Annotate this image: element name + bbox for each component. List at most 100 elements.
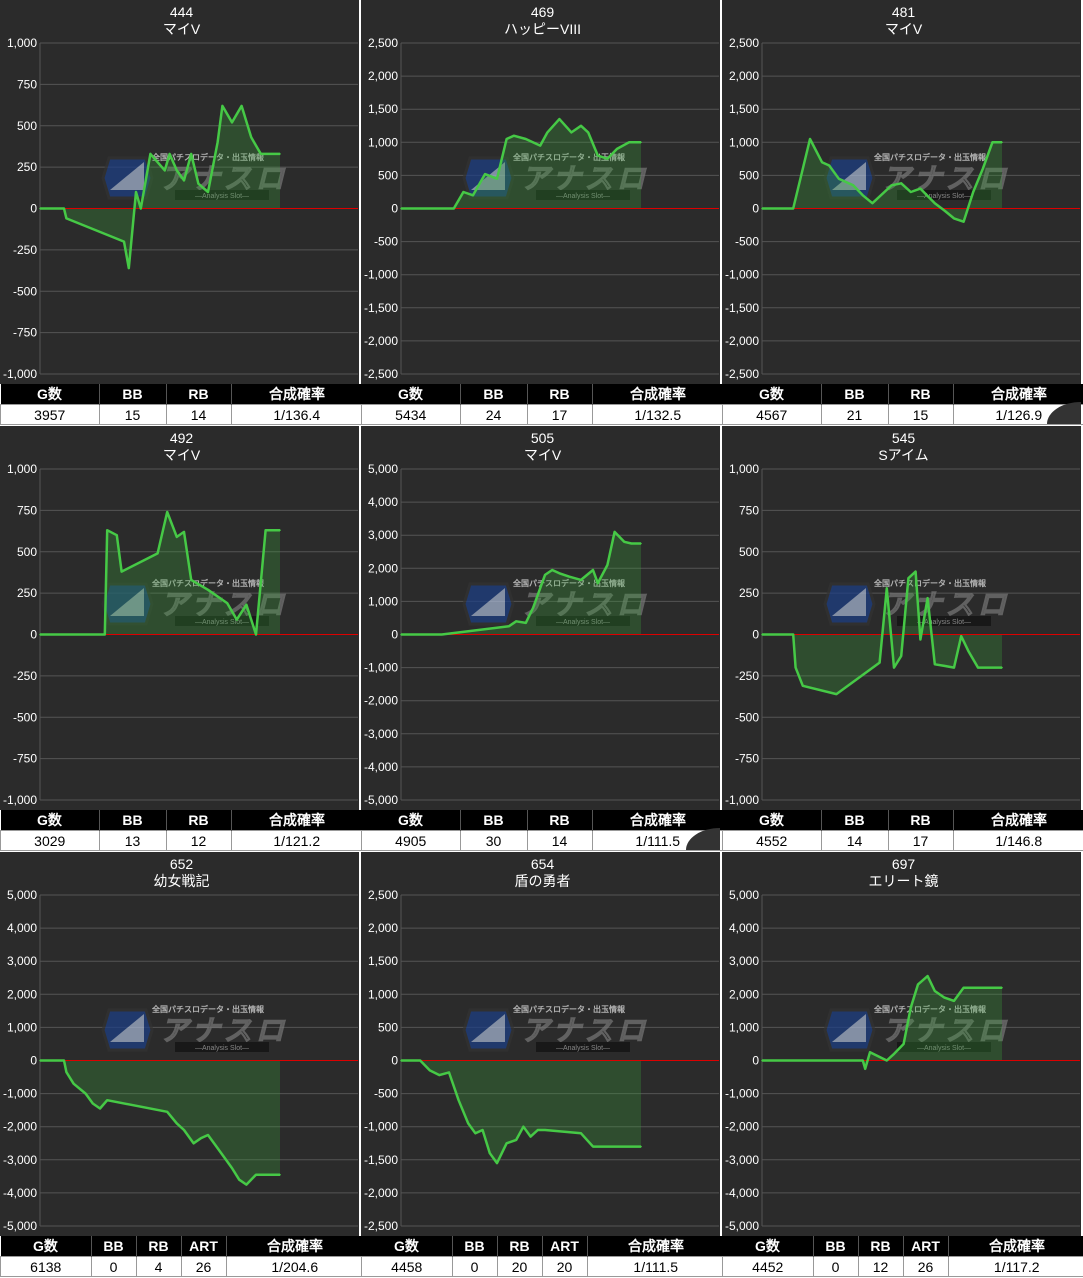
watermark-logo-text: アナスロ bbox=[521, 1015, 648, 1046]
y-tick-label: -1,000 bbox=[364, 1120, 398, 1134]
chart-panel: 481 マイV 2,500 2,000 1,500 1,000 500 0 -500 -1,000… bbox=[722, 0, 1083, 425]
stats-value-cell: 4458 bbox=[361, 1256, 453, 1277]
watermark-logo-text: アナスロ bbox=[521, 163, 648, 194]
data-point bbox=[400, 1059, 402, 1062]
data-point bbox=[809, 138, 811, 140]
y-tick-label: -2,000 bbox=[364, 694, 398, 708]
stats-value-cell: 26 bbox=[180, 1256, 227, 1277]
y-tick-label: -5,000 bbox=[725, 1219, 759, 1233]
data-point bbox=[255, 1173, 257, 1176]
data-point bbox=[910, 1006, 912, 1009]
logo-slash-icon bbox=[832, 162, 866, 190]
watermark-sub-band bbox=[536, 616, 630, 626]
y-tick-label: 4,000 bbox=[7, 921, 37, 935]
stats-value-cell: 20 bbox=[541, 1256, 588, 1277]
series-area-fill bbox=[401, 1060, 641, 1164]
data-point bbox=[140, 207, 142, 210]
data-point bbox=[250, 136, 252, 139]
chart-area: 545 Sアイム 1,000 750 500 250 0 -250 -500 -750 -1,000… bbox=[722, 426, 1081, 810]
y-tick-label: -500 bbox=[374, 1087, 398, 1101]
y-tick-label: -2,000 bbox=[3, 1120, 37, 1134]
stats-value-cell: 12 bbox=[165, 830, 232, 851]
y-tick-label: 4,000 bbox=[729, 921, 759, 935]
y-tick-label: 250 bbox=[17, 160, 37, 174]
y-tick-label: 2,000 bbox=[729, 987, 759, 1001]
series-area-fill bbox=[401, 531, 641, 635]
y-tick-label: 750 bbox=[739, 503, 759, 517]
data-point bbox=[761, 1059, 763, 1062]
data-point bbox=[977, 666, 979, 669]
chart-panel: 469 ハッピーVIII 2,500 2,000 1,500 1,000 500 0 -500 -… bbox=[361, 0, 724, 425]
y-tick-label: 0 bbox=[752, 1054, 759, 1068]
stats-header-row: G数 BB RB 合成確率 bbox=[0, 810, 363, 831]
y-tick-label: 0 bbox=[391, 628, 398, 642]
watermark-top-text: 全国パチスロデータ・出玉情報 bbox=[873, 578, 987, 588]
data-point bbox=[907, 577, 910, 579]
y-tick-label: 1,500 bbox=[729, 102, 759, 116]
data-point bbox=[943, 996, 946, 999]
data-point bbox=[537, 1129, 539, 1131]
data-point bbox=[792, 207, 794, 210]
y-tick-label: 1,000 bbox=[368, 987, 398, 1001]
stats-header-row: G数 BB RB 合成確率 bbox=[722, 384, 1083, 405]
data-point bbox=[438, 1074, 441, 1076]
y-tick-label: 1,000 bbox=[729, 1020, 759, 1034]
stats-header-cell: 合成確率 bbox=[231, 384, 363, 405]
watermark-top-text: 全国パチスロデータ・出玉情報 bbox=[512, 578, 626, 588]
data-point bbox=[216, 141, 219, 144]
data-point bbox=[505, 138, 508, 140]
data-point bbox=[183, 179, 185, 182]
stats-header-cell: G数 bbox=[722, 810, 822, 831]
chart-area: 697 エリート鏡 5,000 4,000 3,000 2,000 1,000 0 -1,000… bbox=[722, 852, 1081, 1236]
data-point bbox=[214, 1144, 216, 1146]
stats-value-cell: 4 bbox=[135, 1256, 182, 1277]
data-point bbox=[135, 191, 137, 193]
chart-title: 697 bbox=[892, 856, 916, 872]
watermark-top-text: 全国パチスロデータ・出玉情報 bbox=[151, 578, 265, 588]
data-point bbox=[864, 1068, 866, 1070]
y-tick-label: -1,000 bbox=[3, 1087, 37, 1101]
y-tick-label: -4,000 bbox=[364, 760, 398, 774]
y-tick-label: 500 bbox=[17, 545, 37, 559]
data-point bbox=[484, 173, 486, 175]
chart-area: 492 マイV 1,000 750 500 250 0 -250 -500 -750 -1,000 全… bbox=[0, 426, 359, 810]
y-tick-label: -500 bbox=[13, 284, 37, 298]
data-point bbox=[190, 579, 192, 581]
watermark-sub-text: —Analysis Slot— bbox=[917, 1045, 971, 1052]
logo-slash-icon bbox=[110, 588, 144, 616]
data-point bbox=[183, 1129, 185, 1131]
logo-slash-icon bbox=[471, 1014, 505, 1042]
stats-header-cell: G数 bbox=[361, 384, 461, 405]
y-tick-label: 0 bbox=[752, 202, 759, 216]
watermark-logo-text: アナスロ bbox=[882, 589, 1009, 620]
y-tick-label: -750 bbox=[735, 752, 759, 766]
data-point bbox=[39, 1059, 41, 1062]
data-point bbox=[39, 633, 41, 636]
data-point bbox=[544, 574, 546, 576]
chart-panel: 654 盾の勇者 2,500 2,000 1,500 1,000 500 0 -500 -1,00… bbox=[361, 852, 725, 1277]
stats-header-cell: ART bbox=[542, 1236, 588, 1257]
stats-header-cell: G数 bbox=[722, 1236, 814, 1257]
data-point bbox=[481, 1129, 484, 1131]
stats-value-cell: 1/146.8 bbox=[952, 830, 1083, 851]
data-point bbox=[515, 620, 517, 623]
stats-value-cell: 0 bbox=[812, 1256, 859, 1277]
data-point bbox=[862, 194, 864, 197]
watermark-sub-band bbox=[536, 1042, 630, 1052]
logo-slash-icon bbox=[832, 1014, 866, 1042]
y-tick-label: 5,000 bbox=[368, 462, 398, 476]
data-point bbox=[886, 587, 888, 589]
data-point bbox=[886, 1059, 888, 1062]
watermark-logo-text: アナスロ bbox=[160, 1015, 287, 1046]
y-tick-label: 250 bbox=[739, 586, 759, 600]
data-point bbox=[65, 1071, 68, 1073]
y-tick-label: 0 bbox=[30, 202, 37, 216]
stats-value-cell: 17 bbox=[887, 830, 954, 851]
watermark-top-text: 全国パチスロデータ・出玉情報 bbox=[151, 152, 265, 162]
stats-header-cell: RB bbox=[166, 810, 232, 831]
data-point bbox=[761, 633, 763, 636]
chart-subtitle: ハッピーVIII bbox=[504, 21, 581, 37]
data-point bbox=[515, 1139, 517, 1141]
